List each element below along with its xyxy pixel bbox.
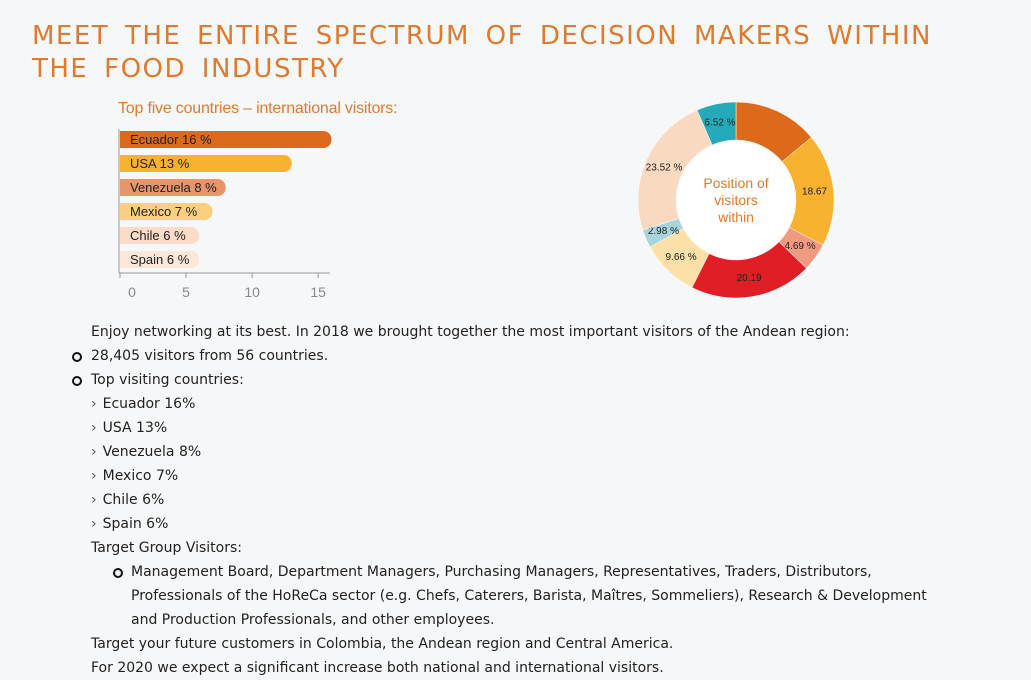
bar-label: Spain 6 %: [130, 252, 190, 267]
chevron-right-icon: ›: [91, 468, 97, 484]
bar-label: Ecuador 16 %: [130, 132, 212, 147]
donut-slice-label: 18.67: [802, 186, 827, 197]
donut-hole: [677, 141, 795, 259]
bar-chile: [120, 227, 200, 244]
page-heading: MEET THE ENTIRE SPECTRUM OF DECISION MAK…: [32, 21, 932, 84]
bar-label: USA 13 %: [130, 156, 190, 171]
bar-spain: [120, 251, 200, 268]
bar-edge: [120, 179, 130, 196]
bar-venezuela: [120, 179, 226, 196]
bar-label: Mexico 7 %: [130, 204, 198, 219]
top-countries-heading: Top visiting countries:: [91, 372, 244, 388]
x-tick-label: 15: [310, 284, 326, 300]
bar-ecuador: [120, 131, 332, 148]
x-tick-label: 5: [182, 284, 190, 300]
country-text: USA 13%: [102, 420, 168, 436]
donut-slice-label: 20.19: [737, 273, 762, 284]
chevron-right-icon: ›: [91, 516, 97, 532]
donut-slice-label: 9.66 %: [665, 252, 696, 263]
bar-edge: [120, 251, 130, 268]
donut-slice-label: 2.98 %: [648, 226, 679, 237]
bar-chart-title: Top five countries – international visit…: [118, 100, 398, 117]
bar-edge: [120, 227, 130, 244]
donut-slice-label: 6.52 %: [704, 118, 735, 129]
country-text: Ecuador 16%: [102, 396, 196, 412]
bullet-circle-icon: [72, 352, 82, 362]
bar-edge: [120, 203, 130, 220]
intro-text: Enjoy networking at its best. In 2018 we…: [91, 324, 850, 340]
donut-slice-label: 23.52 %: [646, 162, 683, 173]
country-text: Chile 6%: [102, 492, 165, 508]
bar-chart: Ecuador 16 % USA 13 % Venezuela 8 % Mexico …: [118, 129, 332, 300]
bar-edge: [120, 131, 130, 148]
bullet-circle-icon: [72, 376, 82, 386]
donut-chart: 18.67 4.69 % 20.19 9.66 % 2.98 % 23.52 % 6.52 …: [637, 101, 835, 299]
target-group-line: Professionals of the HoReCa sector (e.g.…: [131, 588, 927, 604]
country-list-item: › USA 13%: [91, 416, 167, 440]
country-list-item: › Spain 6%: [91, 512, 168, 536]
chevron-right-icon: ›: [91, 444, 97, 460]
target-group-line: Management Board, Department Managers, P…: [131, 564, 872, 580]
bar-label: Chile 6 %: [130, 228, 186, 243]
target-group-line: and Production Professionals, and other …: [131, 612, 495, 628]
country-list-item: › Venezuela 8%: [91, 440, 201, 464]
bar-label: Venezuela 8 %: [130, 180, 217, 195]
country-list-item: › Chile 6%: [91, 488, 164, 512]
donut-center-label: within: [717, 209, 754, 225]
bar-edge: [120, 155, 130, 172]
country-text: Spain 6%: [102, 516, 169, 532]
country-text: Mexico 7%: [102, 468, 179, 484]
x-tick-label: 0: [128, 284, 136, 300]
closing-text: For 2020 we expect a significant increas…: [91, 660, 664, 676]
donut-slice: [696, 101, 737, 146]
country-list-item: › Mexico 7%: [91, 464, 178, 488]
bullet-circle-icon: [113, 568, 123, 578]
visitors-count-text: 28,405 visitors from 56 countries.: [91, 348, 329, 364]
chevron-right-icon: ›: [91, 420, 97, 436]
bar-usa: [120, 155, 292, 172]
donut-slice-label: 4.69 %: [785, 241, 816, 252]
donut-center-label: visitors: [714, 192, 758, 208]
x-tick-label: 10: [244, 284, 260, 300]
bar-mexico: [120, 203, 213, 220]
closing-text: Target your future customers in Colombia…: [91, 636, 674, 652]
country-text: Venezuela 8%: [102, 444, 202, 460]
chevron-right-icon: ›: [91, 492, 97, 508]
chevron-right-icon: ›: [91, 396, 97, 412]
country-list-item: › Ecuador 16%: [91, 392, 195, 416]
target-group-heading: Target Group Visitors:: [91, 540, 242, 556]
donut-center-label: Position of: [703, 175, 768, 191]
